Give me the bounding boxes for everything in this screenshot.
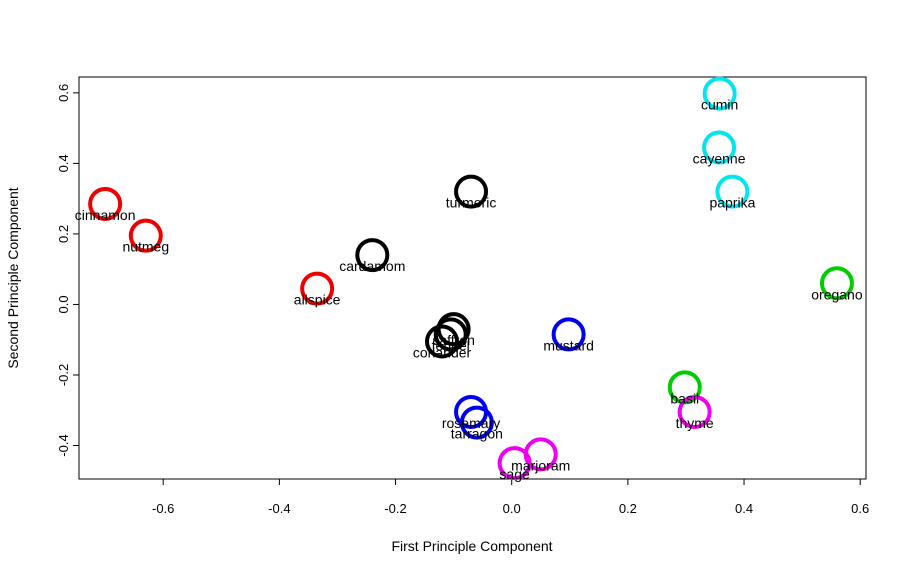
x-tick-label: -0.4 [268,501,290,516]
label-rosemary: rosemary [442,415,500,431]
x-tick-label: 0.2 [619,501,637,516]
point-cayenne [702,130,737,165]
point-oregano [819,266,854,301]
y-tick-label: 0.0 [56,295,71,313]
y-tick-label: -0.4 [56,434,71,456]
y-tick-label: -0.2 [56,364,71,386]
label-nutmeg: nutmeg [122,239,169,255]
point-turmeric [454,174,489,209]
x-axis-title: First Principle Component [391,538,552,554]
label-cinnamon: cinnamon [75,207,136,223]
point-coriander [425,324,460,359]
x-tick-label: -0.2 [384,501,406,516]
point-cumin [702,76,737,111]
label-saffron: saffron [432,332,475,348]
label-tarragon: tarragon [451,426,503,442]
point-cardamom [355,238,390,273]
label-coriander: coriander [413,344,472,360]
point-fennel [433,317,468,352]
label-turmeric: turmeric [446,195,497,211]
point-tarragon [459,405,494,440]
point-thyme [677,395,712,429]
point-allspice [300,271,335,306]
x-tick-label: 0.4 [735,501,753,516]
label-thyme: thyme [676,415,714,431]
point-paprika [715,174,750,209]
label-basil: basil [670,390,699,406]
label-cumin: cumin [701,97,738,113]
label-sage: sage [499,466,530,482]
y-tick-label: 0.6 [56,84,71,102]
y-tick-label: 0.2 [56,225,71,243]
label-mustard: mustard [543,337,594,353]
x-tick-label: 0.6 [851,501,869,516]
label-paprika: paprika [709,195,755,211]
label-cardamom: cardamom [339,258,405,274]
point-mustard [551,317,586,352]
point-nutmeg [128,218,163,253]
point-cinnamon [88,186,123,221]
y-tick-label: 0.4 [56,154,71,172]
y-axis-title: Second Principle Component [5,187,21,368]
y-axis: -0.4 -0.2 0.0 0.2 0.4 0.6 [56,84,80,457]
data-points [88,76,854,481]
label-oregano: oregano [811,286,863,302]
label-cayenne: cayenne [693,151,746,167]
label-allspice: allspice [294,292,341,308]
point-sage [497,446,532,481]
x-tick-label: 0.0 [503,501,521,516]
x-tick-label: -0.6 [152,501,174,516]
label-marjoram: marjoram [511,457,570,473]
x-axis: -0.6 -0.4 -0.2 0.0 0.2 0.4 0.6 [152,478,869,516]
point-labels: cumin cayenne paprika turmeric cinnamon nutme… [75,97,863,483]
label-fennel: fennel [432,337,470,353]
